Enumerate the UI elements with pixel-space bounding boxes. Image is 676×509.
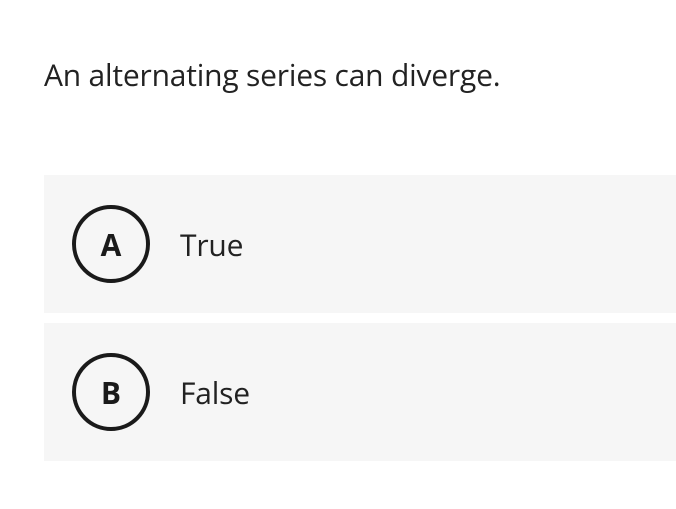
- option-letter-circle: A: [72, 205, 150, 283]
- options-list: A True B False: [44, 175, 676, 461]
- option-letter: B: [101, 372, 121, 413]
- option-letter: A: [101, 224, 122, 265]
- question-text: An alternating series can diverge.: [44, 54, 676, 95]
- option-a[interactable]: A True: [44, 175, 676, 313]
- quiz-container: An alternating series can diverge. A Tru…: [0, 0, 676, 461]
- option-b[interactable]: B False: [44, 323, 676, 461]
- option-label: False: [180, 372, 250, 413]
- option-letter-circle: B: [72, 353, 150, 431]
- option-label: True: [180, 224, 243, 265]
